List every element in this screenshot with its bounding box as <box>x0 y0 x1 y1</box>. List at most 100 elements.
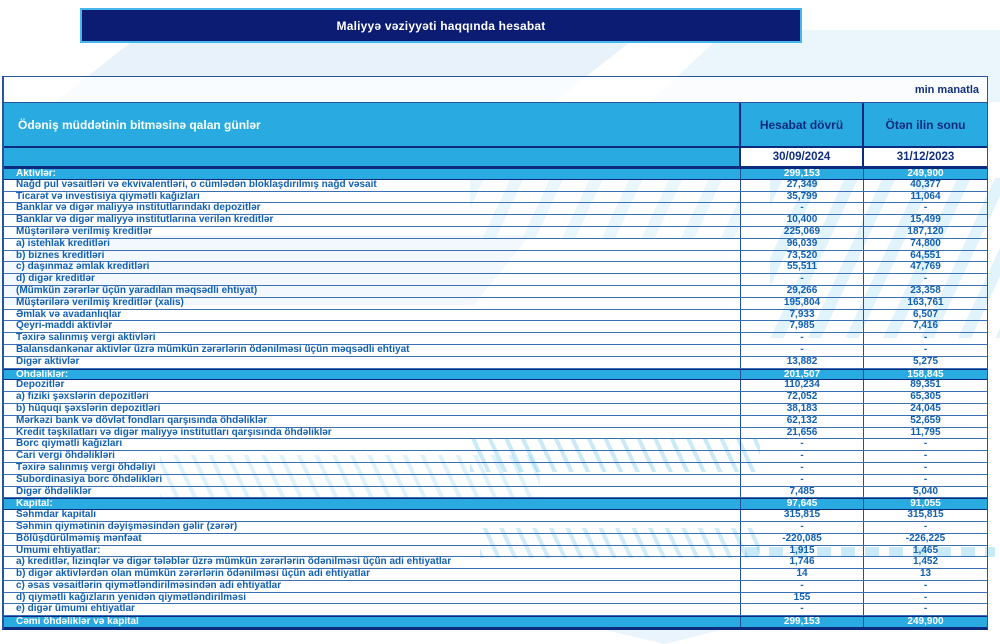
row-label: Ticarət və investisiya qiymətli kağızlar… <box>4 191 741 203</box>
row-value-previous: 64,551 <box>910 250 941 261</box>
table-row: Banklar və digər maliyyə institutlarına … <box>4 215 987 227</box>
row-value-current: 21,656 <box>741 427 864 439</box>
table-row: Qeyri-maddi aktivlər 7,985 7,416 <box>4 321 987 334</box>
row-label: Subordinasiya borc öhdəlikləri <box>4 474 741 486</box>
row-value-previous: - <box>923 203 928 214</box>
row-label: Kapital: <box>4 499 741 510</box>
row-label: Digər öhdəliklər <box>4 486 741 498</box>
row-label: (Mümkün zərərlər üçün yaradılan məqsədli… <box>4 285 741 297</box>
table-row: Bölüşdürülməmiş mənfəat -220,085 -226,225 <box>4 533 987 546</box>
row-value-previous: 5,275 <box>912 356 939 367</box>
table-row: Subordinasiya borc öhdəlikləri - - <box>4 474 987 487</box>
financial-statement-table: min manatla Ödəniş müddətinin bitməsinə … <box>2 76 988 631</box>
row-label: b) hüquqi şəxslərin depozitləri <box>4 403 741 415</box>
table-row: Əmlak və avadanlıqlar 7,933 6,507 <box>4 309 987 322</box>
column-header-previous-period: Ötən ilin sonu <box>885 117 966 132</box>
row-label: Müştərilərə verilmiş kreditlər <box>4 226 741 238</box>
row-value-current: 55,511 <box>741 262 864 274</box>
column-header-current-period: Hesabat dövrü <box>741 103 864 146</box>
row-value-previous: 47,769 <box>910 262 941 273</box>
row-value-previous: 187,120 <box>907 226 944 237</box>
row-value-current: 72,052 <box>741 392 864 403</box>
row-value-previous: 7,416 <box>912 321 939 332</box>
row-value-current: 38,183 <box>741 403 864 415</box>
row-value-previous: 24,045 <box>910 403 941 414</box>
table-row: Ümumi ehtiyatlar: 1,915 1,465 <box>4 545 987 558</box>
table-row: (Mümkün zərərlər üçün yaradılan məqsədli… <box>4 285 987 298</box>
row-value-current: - <box>741 344 864 356</box>
row-label: Ümumi ehtiyatlar: <box>4 545 741 557</box>
row-value-current: 155 <box>741 592 864 604</box>
section-row: Öhdəliklər: 201,507 158,845 <box>4 368 987 381</box>
row-value-previous: - <box>923 333 928 344</box>
table-row: a) kreditlər, lizinqlər və digər tələblə… <box>4 557 987 570</box>
row-value-previous: 163,761 <box>907 297 944 308</box>
row-label: Digər aktivlər <box>4 356 741 368</box>
table-row: Müştərilərə verilmiş kreditlər 225,069 187… <box>4 226 987 239</box>
table-row: Kredit təşkilatları və digər maliyyə ins… <box>4 427 987 440</box>
row-value-previous: 15,499 <box>910 215 941 226</box>
table-row: Təxirə salınmış vergi aktivləri - - <box>4 333 987 345</box>
row-value-current: 225,069 <box>741 226 864 238</box>
row-value-previous: - <box>923 474 928 485</box>
row-value-current: 7,933 <box>741 309 864 321</box>
table-row: Digər öhdəliklər 7,485 5,040 <box>4 486 987 499</box>
row-value-current: 195,804 <box>741 297 864 309</box>
table-row: b) hüquqi şəxslərin depozitləri 38,183 24,… <box>4 403 987 416</box>
report-title: Maliyyə vəziyyəti haqqında hesabat <box>336 18 546 33</box>
row-value-current: 27,349 <box>741 179 864 191</box>
table-row: a) fiziki şəxslərin depozitləri 72,052 65,… <box>4 392 987 404</box>
table-row: Səhmdar kapitalı 315,815 315,815 <box>4 510 987 522</box>
row-value-previous: - <box>923 439 928 450</box>
row-value-current: 299,153 <box>741 169 864 179</box>
row-value-previous: 1,465 <box>912 545 939 556</box>
row-value-previous: 315,815 <box>907 510 944 521</box>
row-value-previous: 11,064 <box>910 191 941 202</box>
row-label: a) fiziki şəxslərin depozitləri <box>4 392 741 403</box>
date-previous-period: 31/12/2023 <box>864 148 987 166</box>
row-value-previous: - <box>923 344 928 355</box>
date-current-period: 30/09/2024 <box>741 148 864 166</box>
row-value-previous: 89,351 <box>910 380 941 391</box>
row-value-previous: 74,800 <box>910 238 941 249</box>
row-label: Təxirə salınmış vergi öhdəliyi <box>4 462 741 474</box>
row-value-previous: 11,795 <box>910 427 941 438</box>
row-label: Səhmdar kapitalı <box>4 510 741 521</box>
row-label: Cari vergi öhdəlikləri <box>4 451 741 462</box>
table-row: Ticarət və investisiya qiymətli kağızlar… <box>4 191 987 204</box>
row-label: Mərkəzi bank və dövlət fondları qarşısın… <box>4 415 741 427</box>
row-label: Kredit təşkilatları və digər maliyyə ins… <box>4 427 741 439</box>
unit-note: min manatla <box>914 83 979 96</box>
table-row: Cari vergi öhdəlikləri - - <box>4 451 987 463</box>
table-row: Banklar və digər maliyyə institutlarında… <box>4 203 987 216</box>
row-value-current: 10,400 <box>741 215 864 226</box>
row-value-current: - <box>741 274 864 285</box>
section-row: Cəmi öhdəliklər və kapital 299,153 249,900 <box>4 616 987 629</box>
row-value-previous: 5,040 <box>912 486 939 497</box>
row-label: Banklar və digər maliyyə institutlarına … <box>4 215 741 226</box>
row-label: d) digər kreditlər <box>4 274 741 285</box>
row-label: Öhdəliklər: <box>4 369 741 380</box>
row-value-previous: - <box>923 604 928 615</box>
table-row: Depozitlər 110,234 89,351 <box>4 380 987 393</box>
row-value-previous: 40,377 <box>910 179 941 190</box>
row-value-current: - <box>741 462 864 474</box>
row-value-current: 110,234 <box>741 380 864 392</box>
row-value-previous: 52,659 <box>910 415 941 426</box>
row-value-current: 35,799 <box>741 191 864 203</box>
row-value-current: 29,266 <box>741 285 864 297</box>
table-date-row: 30/09/2024 31/12/2023 <box>4 148 987 168</box>
row-value-previous: - <box>923 451 928 462</box>
row-value-current: 13,882 <box>741 356 864 368</box>
row-value-current: 7,485 <box>741 486 864 498</box>
row-value-current: - <box>741 203 864 215</box>
unit-note-band: min manatla <box>4 77 987 103</box>
row-label: Nağd pul vəsaitləri və ekvivalentləri, o… <box>4 179 741 191</box>
row-value-previous: 6,507 <box>912 309 939 320</box>
row-value-previous: - <box>923 274 928 285</box>
row-value-current: 14 <box>741 569 864 580</box>
row-label: d) qiymətli kağızların yenidən qiymətlən… <box>4 592 741 604</box>
row-label: Qeyri-maddi aktivlər <box>4 321 741 333</box>
row-label: Banklar və digər maliyyə institutlarında… <box>4 203 741 215</box>
table-row: Mərkəzi bank və dövlət fondları qarşısın… <box>4 415 987 428</box>
